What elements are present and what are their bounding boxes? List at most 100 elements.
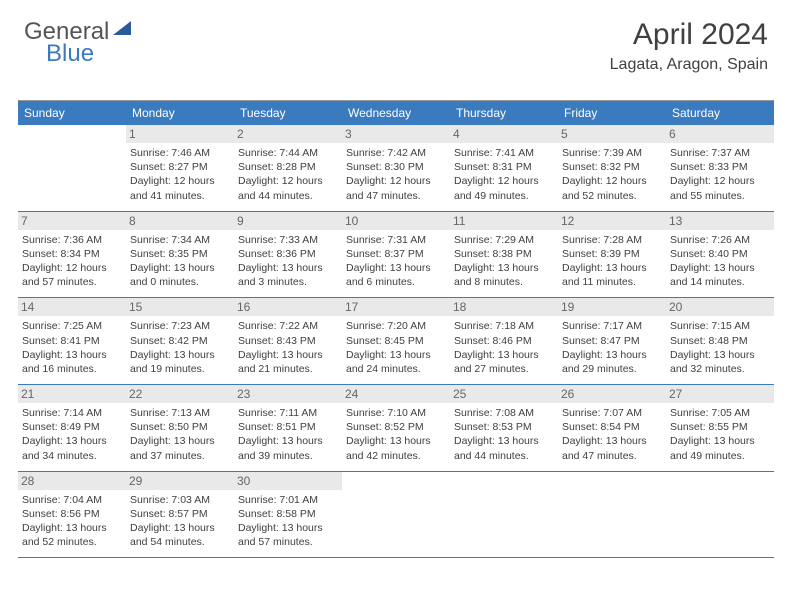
daylight-line: Daylight: 13 hours and 6 minutes.: [346, 261, 446, 289]
weekday-header: Thursday: [450, 101, 558, 125]
daylight-line: Daylight: 12 hours and 44 minutes.: [238, 174, 338, 202]
sunset-line: Sunset: 8:48 PM: [670, 334, 770, 348]
logo-triangle-icon: [113, 21, 131, 35]
day-number: 8: [126, 212, 234, 230]
sunset-line: Sunset: 8:31 PM: [454, 160, 554, 174]
weekday-header: Sunday: [18, 101, 126, 125]
day-number: 15: [126, 298, 234, 316]
sunrise-line: Sunrise: 7:14 AM: [22, 406, 122, 420]
day-cell: 5Sunrise: 7:39 AMSunset: 8:32 PMDaylight…: [558, 125, 666, 211]
sunset-line: Sunset: 8:49 PM: [22, 420, 122, 434]
weekday-header-row: Sunday Monday Tuesday Wednesday Thursday…: [18, 101, 774, 125]
day-number: 14: [18, 298, 126, 316]
sunset-line: Sunset: 8:58 PM: [238, 507, 338, 521]
daylight-line: Daylight: 13 hours and 57 minutes.: [238, 521, 338, 549]
sunrise-line: Sunrise: 7:36 AM: [22, 233, 122, 247]
day-number: 18: [450, 298, 558, 316]
daylight-line: Daylight: 13 hours and 47 minutes.: [562, 434, 662, 462]
day-cell: 1Sunrise: 7:46 AMSunset: 8:27 PMDaylight…: [126, 125, 234, 211]
sunrise-line: Sunrise: 7:13 AM: [130, 406, 230, 420]
day-number: 22: [126, 385, 234, 403]
daylight-line: Daylight: 13 hours and 19 minutes.: [130, 348, 230, 376]
sunset-line: Sunset: 8:55 PM: [670, 420, 770, 434]
day-cell: 28Sunrise: 7:04 AMSunset: 8:56 PMDayligh…: [18, 472, 126, 558]
sunrise-line: Sunrise: 7:31 AM: [346, 233, 446, 247]
day-cell: [558, 472, 666, 558]
sunset-line: Sunset: 8:28 PM: [238, 160, 338, 174]
day-cell: 12Sunrise: 7:28 AMSunset: 8:39 PMDayligh…: [558, 212, 666, 298]
day-number: 20: [666, 298, 774, 316]
sunrise-line: Sunrise: 7:10 AM: [346, 406, 446, 420]
sunrise-line: Sunrise: 7:42 AM: [346, 146, 446, 160]
day-cell: [450, 472, 558, 558]
calendar: Sunday Monday Tuesday Wednesday Thursday…: [18, 100, 774, 558]
day-number: 23: [234, 385, 342, 403]
sunset-line: Sunset: 8:43 PM: [238, 334, 338, 348]
sunrise-line: Sunrise: 7:07 AM: [562, 406, 662, 420]
day-cell: 4Sunrise: 7:41 AMSunset: 8:31 PMDaylight…: [450, 125, 558, 211]
day-cell: 8Sunrise: 7:34 AMSunset: 8:35 PMDaylight…: [126, 212, 234, 298]
daylight-line: Daylight: 13 hours and 27 minutes.: [454, 348, 554, 376]
day-cell: 23Sunrise: 7:11 AMSunset: 8:51 PMDayligh…: [234, 385, 342, 471]
day-cell: 9Sunrise: 7:33 AMSunset: 8:36 PMDaylight…: [234, 212, 342, 298]
day-number: 21: [18, 385, 126, 403]
sunset-line: Sunset: 8:52 PM: [346, 420, 446, 434]
day-cell: 17Sunrise: 7:20 AMSunset: 8:45 PMDayligh…: [342, 298, 450, 384]
daylight-line: Daylight: 12 hours and 55 minutes.: [670, 174, 770, 202]
day-number: 17: [342, 298, 450, 316]
page-title: April 2024: [610, 18, 768, 52]
sunset-line: Sunset: 8:37 PM: [346, 247, 446, 261]
day-number: 3: [342, 125, 450, 143]
daylight-line: Daylight: 12 hours and 41 minutes.: [130, 174, 230, 202]
daylight-line: Daylight: 12 hours and 47 minutes.: [346, 174, 446, 202]
sunset-line: Sunset: 8:32 PM: [562, 160, 662, 174]
day-number: 27: [666, 385, 774, 403]
day-cell: 14 Sunrise: 7:25 AMSunset: 8:41 PMDayligh…: [18, 298, 126, 384]
sunrise-line: Sunrise: 7:26 AM: [670, 233, 770, 247]
sunrise-line: Sunrise: 7:33 AM: [238, 233, 338, 247]
day-cell: 3Sunrise: 7:42 AMSunset: 8:30 PMDaylight…: [342, 125, 450, 211]
weekday-header: Wednesday: [342, 101, 450, 125]
daylight-line: Daylight: 12 hours and 52 minutes.: [562, 174, 662, 202]
day-number: 28: [18, 472, 126, 490]
day-number: 4: [450, 125, 558, 143]
daylight-line: Daylight: 13 hours and 44 minutes.: [454, 434, 554, 462]
sunrise-line: Sunrise: 7:11 AM: [238, 406, 338, 420]
week-row: 21 Sunrise: 7:14 AMSunset: 8:49 PM Dayligh…: [18, 385, 774, 472]
sunrise-line: Sunrise: 7:44 AM: [238, 146, 338, 160]
sunset-line: Sunset: 8:40 PM: [670, 247, 770, 261]
sunrise-line: Sunrise: 7:20 AM: [346, 319, 446, 333]
sunrise-line: Sunrise: 7:25 AM: [22, 319, 122, 333]
day-cell: 15Sunrise: 7:23 AMSunset: 8:42 PMDayligh…: [126, 298, 234, 384]
day-cell: 19Sunrise: 7:17 AMSunset: 8:47 PMDayligh…: [558, 298, 666, 384]
weekday-header: Friday: [558, 101, 666, 125]
day-cell: 20Sunrise: 7:15 AMSunset: 8:48 PMDayligh…: [666, 298, 774, 384]
week-row: 7Sunrise: 7:36 AMSunset: 8:34 PMDaylight…: [18, 212, 774, 299]
daylight-line: Daylight: 13 hours and 16 minutes.: [22, 348, 122, 376]
daylight-line: Daylight: 13 hours and 37 minutes.: [130, 434, 230, 462]
sunset-line: Sunset: 8:35 PM: [130, 247, 230, 261]
sunset-line: Sunset: 8:27 PM: [130, 160, 230, 174]
sunset-line: Sunset: 8:50 PM: [130, 420, 230, 434]
sunrise-line: Sunrise: 7:17 AM: [562, 319, 662, 333]
sunrise-line: Sunrise: 7:46 AM: [130, 146, 230, 160]
day-cell: 2Sunrise: 7:44 AMSunset: 8:28 PMDaylight…: [234, 125, 342, 211]
daylight-line: Daylight: 13 hours and 8 minutes.: [454, 261, 554, 289]
day-cell: 29Sunrise: 7:03 AMSunset: 8:57 PMDayligh…: [126, 472, 234, 558]
sunset-line: Sunset: 8:54 PM: [562, 420, 662, 434]
sunset-line: Sunset: 8:57 PM: [130, 507, 230, 521]
day-cell: 11Sunrise: 7:29 AMSunset: 8:38 PMDayligh…: [450, 212, 558, 298]
sunset-line: Sunset: 8:41 PM: [22, 334, 122, 348]
sunrise-line: Sunrise: 7:03 AM: [130, 493, 230, 507]
location-label: Lagata, Aragon, Spain: [610, 56, 768, 74]
day-number: 25: [450, 385, 558, 403]
sunrise-line: Sunrise: 7:23 AM: [130, 319, 230, 333]
sunset-line: Sunset: 8:47 PM: [562, 334, 662, 348]
daylight-line: Daylight: 13 hours and 3 minutes.: [238, 261, 338, 289]
week-row: 14Sunrise: 7:25 AMSunset: 8:41 PMDayligh…: [18, 298, 774, 385]
day-number: 7: [18, 212, 126, 230]
sunrise-line: Sunrise: 7:18 AM: [454, 319, 554, 333]
daylight-line: Daylight: 13 hours and 29 minutes.: [562, 348, 662, 376]
weekday-header: Saturday: [666, 101, 774, 125]
sunrise-line: Sunrise: 7:04 AM: [22, 493, 122, 507]
